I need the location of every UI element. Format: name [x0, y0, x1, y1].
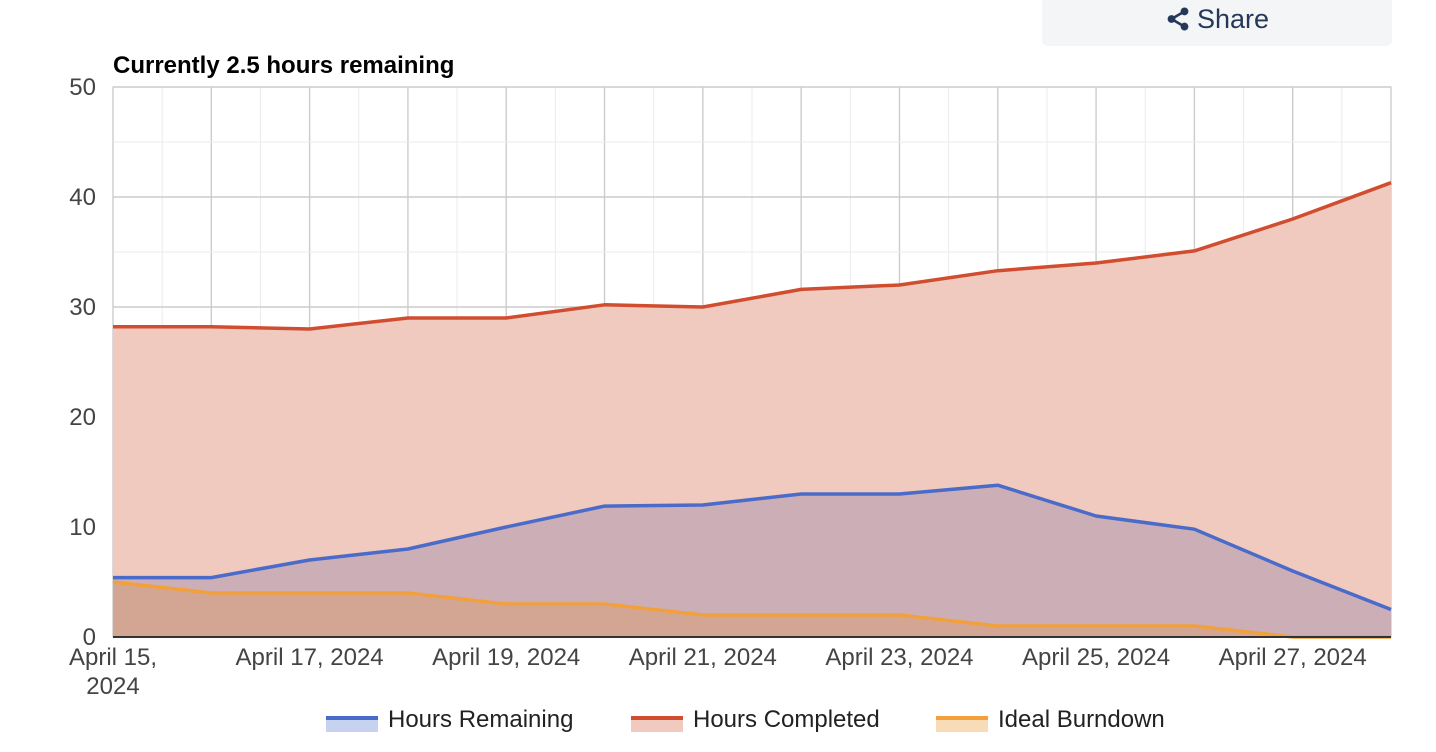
x-tick-label-line: 2024: [86, 673, 139, 700]
chart-title: Currently 2.5 hours remaining: [113, 52, 455, 79]
x-tick-label-line: April 15,: [69, 644, 157, 671]
legend-label: Hours Completed: [693, 706, 880, 733]
x-tick-label: April 23, 2024: [825, 644, 973, 671]
x-tick-label-line: April 21, 2024: [629, 644, 777, 671]
line-ideal-burndown: [112, 580, 1391, 639]
x-tick-label: April 15, 2024: [69, 644, 157, 700]
legend-label: Hours Remaining: [388, 706, 573, 733]
series-areas: [113, 182, 1391, 637]
x-tick-label: April 17, 2024: [236, 644, 384, 671]
x-tick-label-line: April 19, 2024: [432, 644, 580, 671]
x-tick-label: April 25, 2024: [1022, 644, 1170, 671]
y-tick-label: 20: [69, 404, 96, 431]
y-tick-label: 40: [69, 184, 96, 211]
series-lines: [112, 181, 1392, 639]
legend-item-ideal-burndown: Ideal Burndown: [936, 706, 1165, 733]
x-tick-label-line: April 17, 2024: [236, 644, 384, 671]
share-icon: [1167, 7, 1189, 31]
legend-item-hours-remaining: Hours Remaining: [326, 706, 573, 733]
share-button[interactable]: Share: [1042, 0, 1392, 46]
legend: Hours Remaining Hours Completed Ideal Burn…: [326, 706, 1165, 733]
x-tick-label: April 21, 2024: [629, 644, 777, 671]
area-ideal-burndown: [113, 582, 1391, 637]
legend-label: Ideal Burndown: [998, 706, 1165, 733]
x-tick-label: April 19, 2024: [432, 644, 580, 671]
x-tick-label-line: April 25, 2024: [1022, 644, 1170, 671]
line-hours-remaining: [113, 483, 1392, 612]
y-tick-label: 50: [69, 74, 96, 101]
x-tick-label: April 27, 2024: [1219, 644, 1367, 671]
legend-item-hours-completed: Hours Completed: [631, 706, 880, 733]
y-tick-label: 10: [69, 514, 96, 541]
x-tick-label-line: April 23, 2024: [825, 644, 973, 671]
y-tick-label: 30: [69, 294, 96, 321]
x-axis-ticks: April 15, 2024 April 17, 2024 April 19, 202…: [69, 644, 1367, 700]
y-tick-label: 0: [83, 624, 96, 651]
share-label: Share: [1196, 3, 1270, 34]
y-axis-ticks: 0 10 20 30 40 50: [69, 74, 96, 651]
line-hours-completed: [113, 181, 1392, 331]
x-tick-label-line: April 27, 2024: [1219, 644, 1367, 671]
